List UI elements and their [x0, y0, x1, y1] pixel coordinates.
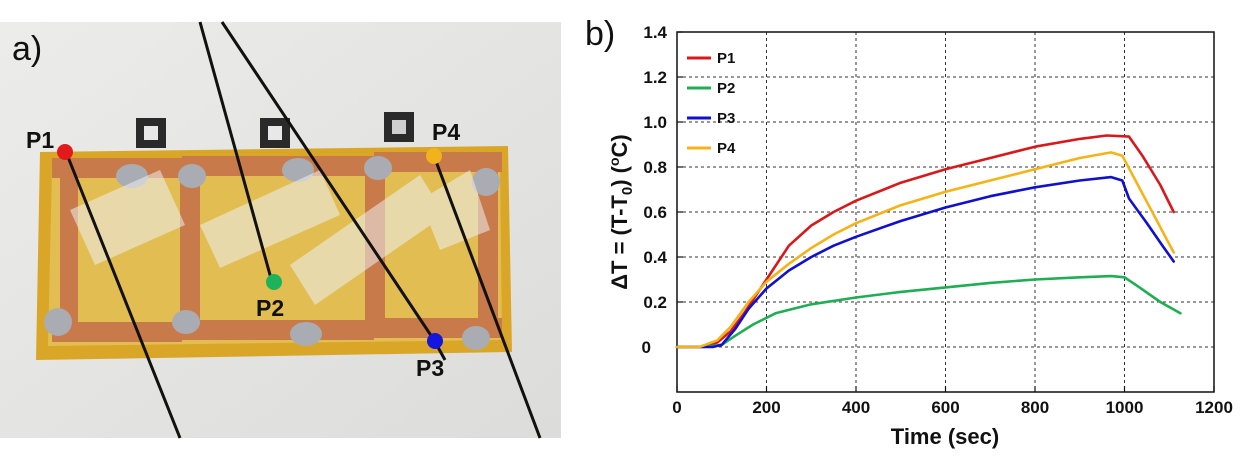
point-p1-dot	[57, 144, 73, 160]
y-tick-label: 0.2	[643, 293, 667, 312]
y-tick-label: 1.0	[643, 113, 667, 132]
y-tick-label: 0.6	[643, 203, 667, 222]
tick-labels: 0 200 400 600 800 1000 1200 0 0.2 0.4 0.6 0.8 1.0 1.2…	[642, 23, 1233, 417]
x-tick-label: 0	[672, 398, 681, 417]
x-tick-label: 200	[752, 398, 780, 417]
x-tick-label: 800	[1021, 398, 1049, 417]
point-p4-label: P4	[432, 119, 460, 145]
legend-label-p2: P2	[717, 80, 735, 97]
copper-electrodes	[52, 152, 502, 342]
photo-panel: a) P1 P2 P3 P4	[0, 21, 561, 439]
chart-panel-label: b)	[585, 15, 615, 53]
legend: P1 P2 P3 P4	[687, 50, 736, 157]
point-p3-dot	[427, 333, 443, 349]
legend-label-p3: P3	[717, 110, 735, 127]
point-p2-label: P2	[256, 295, 284, 321]
point-p2-dot	[266, 274, 282, 290]
point-p3-label: P3	[416, 355, 444, 381]
thermocouple-wires	[64, 21, 542, 439]
x-tick-label: 600	[931, 398, 959, 417]
x-tick-label: 1000	[1106, 398, 1144, 417]
photo-panel-label: a)	[12, 30, 42, 68]
series-lines	[675, 134, 1182, 349]
y-tick-label: 1.2	[643, 68, 667, 87]
y-tick-label: 0	[642, 338, 651, 357]
y-tick-label: 0.8	[643, 158, 667, 177]
y-tick-label: 0.4	[643, 248, 667, 267]
x-tick-label: 1200	[1195, 398, 1233, 417]
point-p1-label: P1	[26, 127, 54, 153]
x-axis-title: Time (sec)	[891, 424, 999, 449]
x-tick-label: 400	[842, 398, 870, 417]
series-line-p4	[675, 151, 1175, 349]
legend-label-p1: P1	[717, 50, 735, 67]
point-p4-dot	[426, 148, 442, 164]
series-line-p1	[675, 134, 1175, 349]
grid	[677, 32, 1214, 392]
series-line-p3	[675, 175, 1175, 349]
y-tick-label: 1.4	[643, 23, 667, 42]
y-axis-title: ΔT = (T-T0) (oC)	[606, 134, 636, 290]
legend-label-p4: P4	[717, 140, 736, 157]
sensor-chips	[136, 112, 414, 148]
series-line-p2	[675, 274, 1182, 349]
